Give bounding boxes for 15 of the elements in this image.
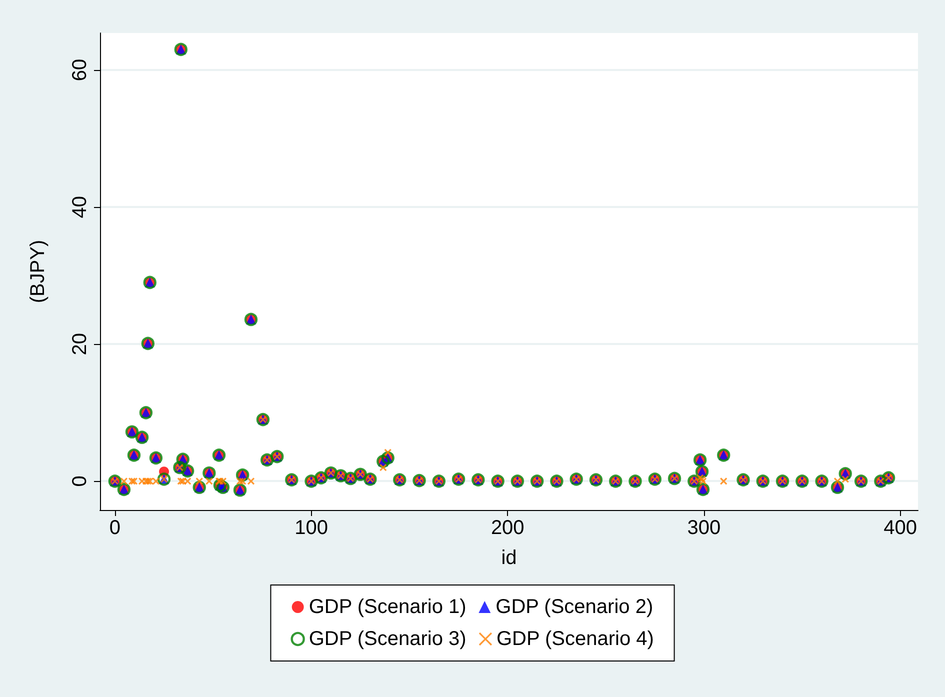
x-tick-label: 200 [490, 517, 524, 539]
y-tick-label: 0 [69, 476, 91, 487]
x-tick-label: 100 [294, 517, 328, 539]
y-tick-label: 60 [69, 58, 91, 82]
x-axis-title: id [501, 547, 517, 569]
y-tick-label: 40 [69, 196, 91, 218]
legend-label: GDP (Scenario 4) [496, 628, 654, 650]
legend-label: GDP (Scenario 1) [308, 596, 466, 618]
legend-label: GDP (Scenario 2) [496, 596, 654, 618]
x-tick-label: 300 [687, 517, 721, 539]
y-axis-title: (BJPY) [27, 240, 49, 304]
x-tick-label: 400 [884, 517, 918, 539]
x-tick-label: 0 [109, 517, 120, 539]
legend-label: GDP (Scenario 3) [308, 628, 466, 650]
y-tick-label: 20 [69, 333, 91, 356]
